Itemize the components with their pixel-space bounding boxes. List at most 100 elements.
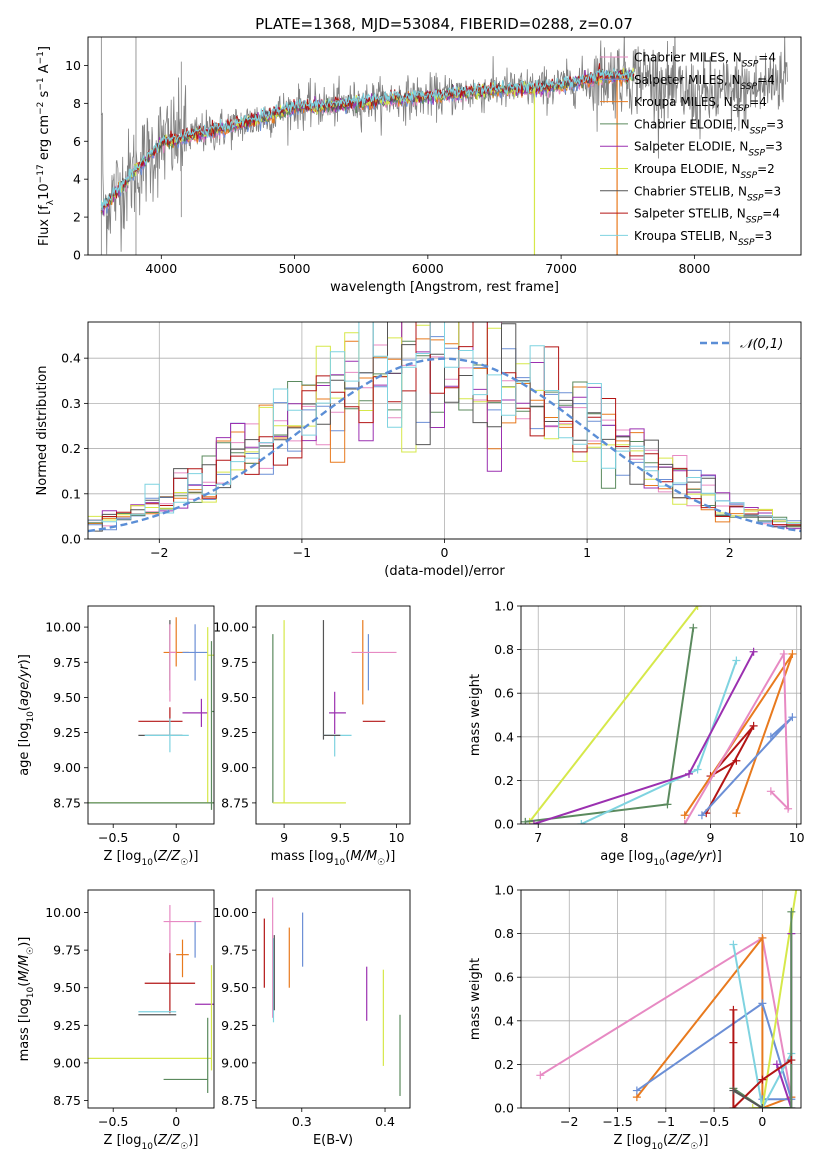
y-tick-label: 0.4 bbox=[494, 1013, 514, 1028]
chart-weight-vs-age: 7 8 9 10 0.0 0.2 0.4 0.6 0.8 1.0 age [log10(age/yr… bbox=[468, 599, 805, 869]
x-tick-label: 8 bbox=[620, 830, 628, 845]
x-tick-label: 6000 bbox=[412, 261, 444, 276]
weight-marker bbox=[749, 647, 758, 656]
weight-marker bbox=[689, 623, 698, 632]
y-axis-label: Normed distribution bbox=[35, 366, 50, 496]
legend-label: Salpeter MILES, NSSP=4 bbox=[634, 73, 775, 92]
y-tick-label: 9.75 bbox=[221, 943, 249, 958]
weight-line bbox=[705, 725, 755, 814]
x-tick-label: 0.3 bbox=[292, 1114, 312, 1129]
weight-marker bbox=[536, 1071, 545, 1080]
y-tick-label: 9.00 bbox=[221, 760, 249, 775]
y-tick-label: 1.0 bbox=[494, 599, 514, 614]
y-tick-label: 6 bbox=[73, 134, 81, 149]
weight-marker bbox=[784, 804, 793, 813]
x-axis-label: Z [log10(Z/Z☉)] bbox=[104, 849, 199, 868]
x-tick-label: −2 bbox=[560, 1114, 578, 1129]
x-tick-label: 0 bbox=[172, 830, 180, 845]
x-tick-label: 0 bbox=[441, 545, 449, 560]
weight-marker bbox=[758, 933, 767, 942]
x-tick-label: 9 bbox=[280, 830, 288, 845]
weight-marker bbox=[787, 1104, 796, 1108]
y-tick-label: 10.00 bbox=[213, 620, 249, 635]
x-tick-label: −1 bbox=[293, 545, 311, 560]
y-tick-label: 10.00 bbox=[213, 905, 249, 920]
legend-label: Chabrier ELODIE, NSSP=3 bbox=[634, 117, 784, 136]
axes-decor: 0.3 0.4 8.75 9.00 9.25 9.50 9.75 10.00 bbox=[213, 889, 411, 1129]
y-tick-label: 1.0 bbox=[494, 883, 514, 898]
error-bar bbox=[182, 624, 208, 681]
axes-frame bbox=[255, 605, 411, 825]
y-tick-label: 0.1 bbox=[61, 486, 81, 501]
weight-marker bbox=[748, 1104, 757, 1108]
error-bar bbox=[329, 691, 346, 734]
legend-label: Salpeter ELODIE, NSSP=3 bbox=[634, 140, 783, 159]
weight-marker bbox=[732, 756, 741, 765]
y-tick-label: 0.0 bbox=[494, 1101, 514, 1116]
x-axis-label: Z [log10(Z/Z☉)] bbox=[104, 1133, 199, 1152]
y-tick-label: 0 bbox=[73, 248, 81, 263]
weight-marker bbox=[732, 656, 741, 665]
axes-decor: −0.5 0 8.75 9.00 9.25 9.50 9.75 10.00 bbox=[45, 605, 215, 845]
weight-marker bbox=[697, 811, 706, 820]
weight-marker bbox=[663, 800, 672, 809]
y-tick-label: 0.4 bbox=[61, 351, 81, 366]
legend-label: Chabrier MILES, NSSP=4 bbox=[634, 51, 776, 70]
weight-line bbox=[683, 650, 790, 824]
normal-curve bbox=[88, 357, 801, 533]
weight-line bbox=[752, 890, 798, 1108]
chart-spectrum: 4000 5000 6000 7000 8000 0 2 4 6 8 10 Chabrier MILE… bbox=[36, 36, 802, 295]
y-tick-label: 10.00 bbox=[45, 620, 81, 635]
error-bar bbox=[169, 624, 177, 702]
plot-area bbox=[88, 905, 214, 1093]
y-tick-label: 0.6 bbox=[494, 970, 514, 985]
y-tick-label: 8.75 bbox=[53, 1093, 81, 1108]
y-tick-label: 0.2 bbox=[61, 441, 81, 456]
weight-marker bbox=[521, 817, 530, 824]
weight-marker bbox=[749, 721, 758, 730]
error-bar bbox=[176, 939, 189, 978]
y-tick-label: 9.25 bbox=[53, 725, 81, 740]
x-tick-label: 2 bbox=[726, 545, 734, 560]
weight-marker bbox=[729, 1086, 738, 1095]
error-bar bbox=[144, 718, 189, 753]
axes-frame bbox=[520, 605, 802, 825]
weight-marker bbox=[758, 1075, 767, 1084]
chart-age-vs-mass: 9 9.5 10 8.75 9.00 9.25 9.50 9.75 10.00 mass [log… bbox=[213, 605, 411, 868]
y-tick-label: 0.6 bbox=[494, 686, 514, 701]
legend-label: Chabrier STELIB, NSSP=3 bbox=[634, 184, 781, 203]
x-tick-label: −0.5 bbox=[699, 1114, 729, 1129]
plot-area bbox=[100, 37, 788, 255]
y-tick-label: 9.00 bbox=[53, 1055, 81, 1070]
y-tick-label: 9.50 bbox=[221, 690, 249, 705]
chart-mass-vs-Z: −0.5 0 8.75 9.00 9.25 9.50 9.75 10.00 Z [log10(Z… bbox=[17, 889, 215, 1152]
residual-histogram bbox=[88, 322, 801, 524]
model-line bbox=[100, 67, 635, 211]
x-axis-label: E(B-V) bbox=[313, 1133, 353, 1148]
weight-marker bbox=[787, 907, 796, 916]
weight-marker bbox=[732, 809, 741, 818]
x-axis-label: wavelength [Angstrom, rest frame] bbox=[330, 280, 559, 295]
weight-line bbox=[636, 1001, 793, 1101]
y-tick-label: 10 bbox=[65, 58, 81, 73]
x-axis-label: (data-model)/error bbox=[384, 564, 505, 579]
y-tick-label: 0.0 bbox=[61, 532, 81, 547]
x-tick-label: 9 bbox=[707, 830, 715, 845]
legend-label: Kroupa MILES, NSSP=4 bbox=[634, 95, 767, 114]
weight-marker bbox=[729, 940, 738, 949]
weight-marker bbox=[792, 890, 801, 894]
axes-decor: −0.5 0 8.75 9.00 9.25 9.50 9.75 10.00 bbox=[45, 889, 215, 1129]
y-tick-label: 9.00 bbox=[53, 760, 81, 775]
x-tick-label: −0.5 bbox=[98, 830, 128, 845]
weight-marker bbox=[766, 787, 775, 796]
weight-marker bbox=[680, 820, 689, 824]
y-tick-label: 9.25 bbox=[221, 1018, 249, 1033]
legend: Chabrier MILES, NSSP=4 Salpeter MILES, NS… bbox=[600, 51, 784, 248]
x-tick-label: 0 bbox=[758, 1114, 766, 1129]
weight-marker bbox=[779, 649, 788, 658]
weight-marker bbox=[632, 1086, 641, 1095]
plot-area bbox=[263, 897, 401, 1096]
axes-decor: 4000 5000 6000 7000 8000 0 2 4 6 8 10 Chabrier MILE… bbox=[65, 36, 802, 276]
weight-marker bbox=[693, 765, 702, 774]
